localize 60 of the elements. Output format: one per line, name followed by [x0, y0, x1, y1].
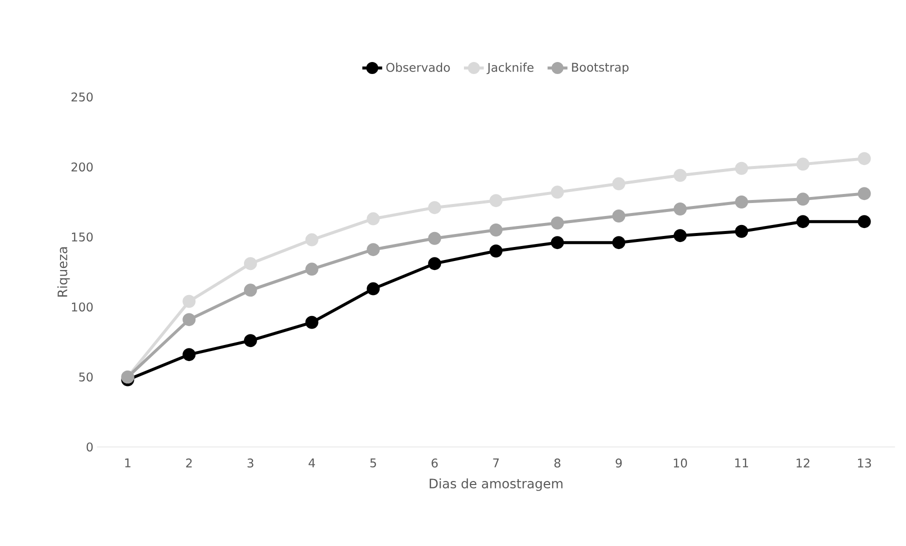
point	[244, 257, 257, 270]
point	[612, 236, 626, 250]
legend-label: Bootstrap	[572, 62, 629, 74]
x-tick-label: 1	[125, 458, 130, 468]
point	[366, 282, 380, 296]
point	[735, 162, 748, 175]
point	[490, 194, 503, 208]
point	[305, 316, 318, 329]
point	[796, 192, 810, 206]
point	[550, 186, 564, 199]
point	[550, 236, 564, 250]
point	[244, 334, 257, 348]
point	[182, 313, 196, 326]
point	[244, 284, 257, 297]
point	[428, 201, 442, 214]
y-tick-label: 250	[72, 92, 93, 102]
x-tick-label: 3	[248, 458, 254, 468]
point	[366, 243, 380, 256]
point	[735, 224, 748, 238]
y-tick-label: 100	[72, 302, 93, 312]
point	[550, 216, 564, 230]
y-axis-title: Riqueza	[57, 247, 70, 297]
point	[796, 215, 810, 228]
y-tick-label: 150	[72, 232, 93, 242]
y-tick-label: 0	[86, 442, 93, 452]
legend-label: Observado	[386, 62, 450, 72]
x-tick-label: 6	[432, 458, 438, 468]
x-tick-label: 9	[616, 458, 622, 468]
point	[858, 152, 871, 166]
point	[182, 294, 196, 308]
point	[674, 202, 687, 216]
x-tick-label: 8	[554, 458, 560, 468]
point	[305, 233, 318, 246]
x-tick-label: 5	[370, 458, 376, 468]
y-tick-label: 50	[79, 372, 93, 382]
point	[674, 168, 687, 182]
x-axis-title: Dias de amostragem	[430, 478, 562, 491]
point	[305, 262, 318, 276]
point	[490, 223, 503, 236]
x-tick-label: 12	[796, 458, 810, 468]
x-tick-label: 10	[674, 458, 687, 468]
x-tick-label: 4	[308, 458, 315, 468]
point	[182, 348, 196, 362]
point	[796, 158, 810, 171]
point	[612, 177, 626, 190]
legend-label: Jacknife	[486, 62, 534, 74]
point	[490, 244, 503, 258]
point	[428, 257, 442, 270]
point	[612, 209, 626, 222]
point	[428, 232, 442, 245]
point	[366, 212, 380, 226]
x-tick-label: 7	[493, 458, 499, 468]
x-tick-label: 11	[735, 458, 748, 468]
x-tick-label: 2	[186, 458, 192, 468]
x-tick-label: 13	[858, 458, 871, 468]
point	[674, 229, 687, 242]
point	[735, 195, 748, 208]
point	[858, 215, 871, 228]
point	[858, 187, 871, 200]
y-tick-label: 200	[72, 162, 93, 172]
